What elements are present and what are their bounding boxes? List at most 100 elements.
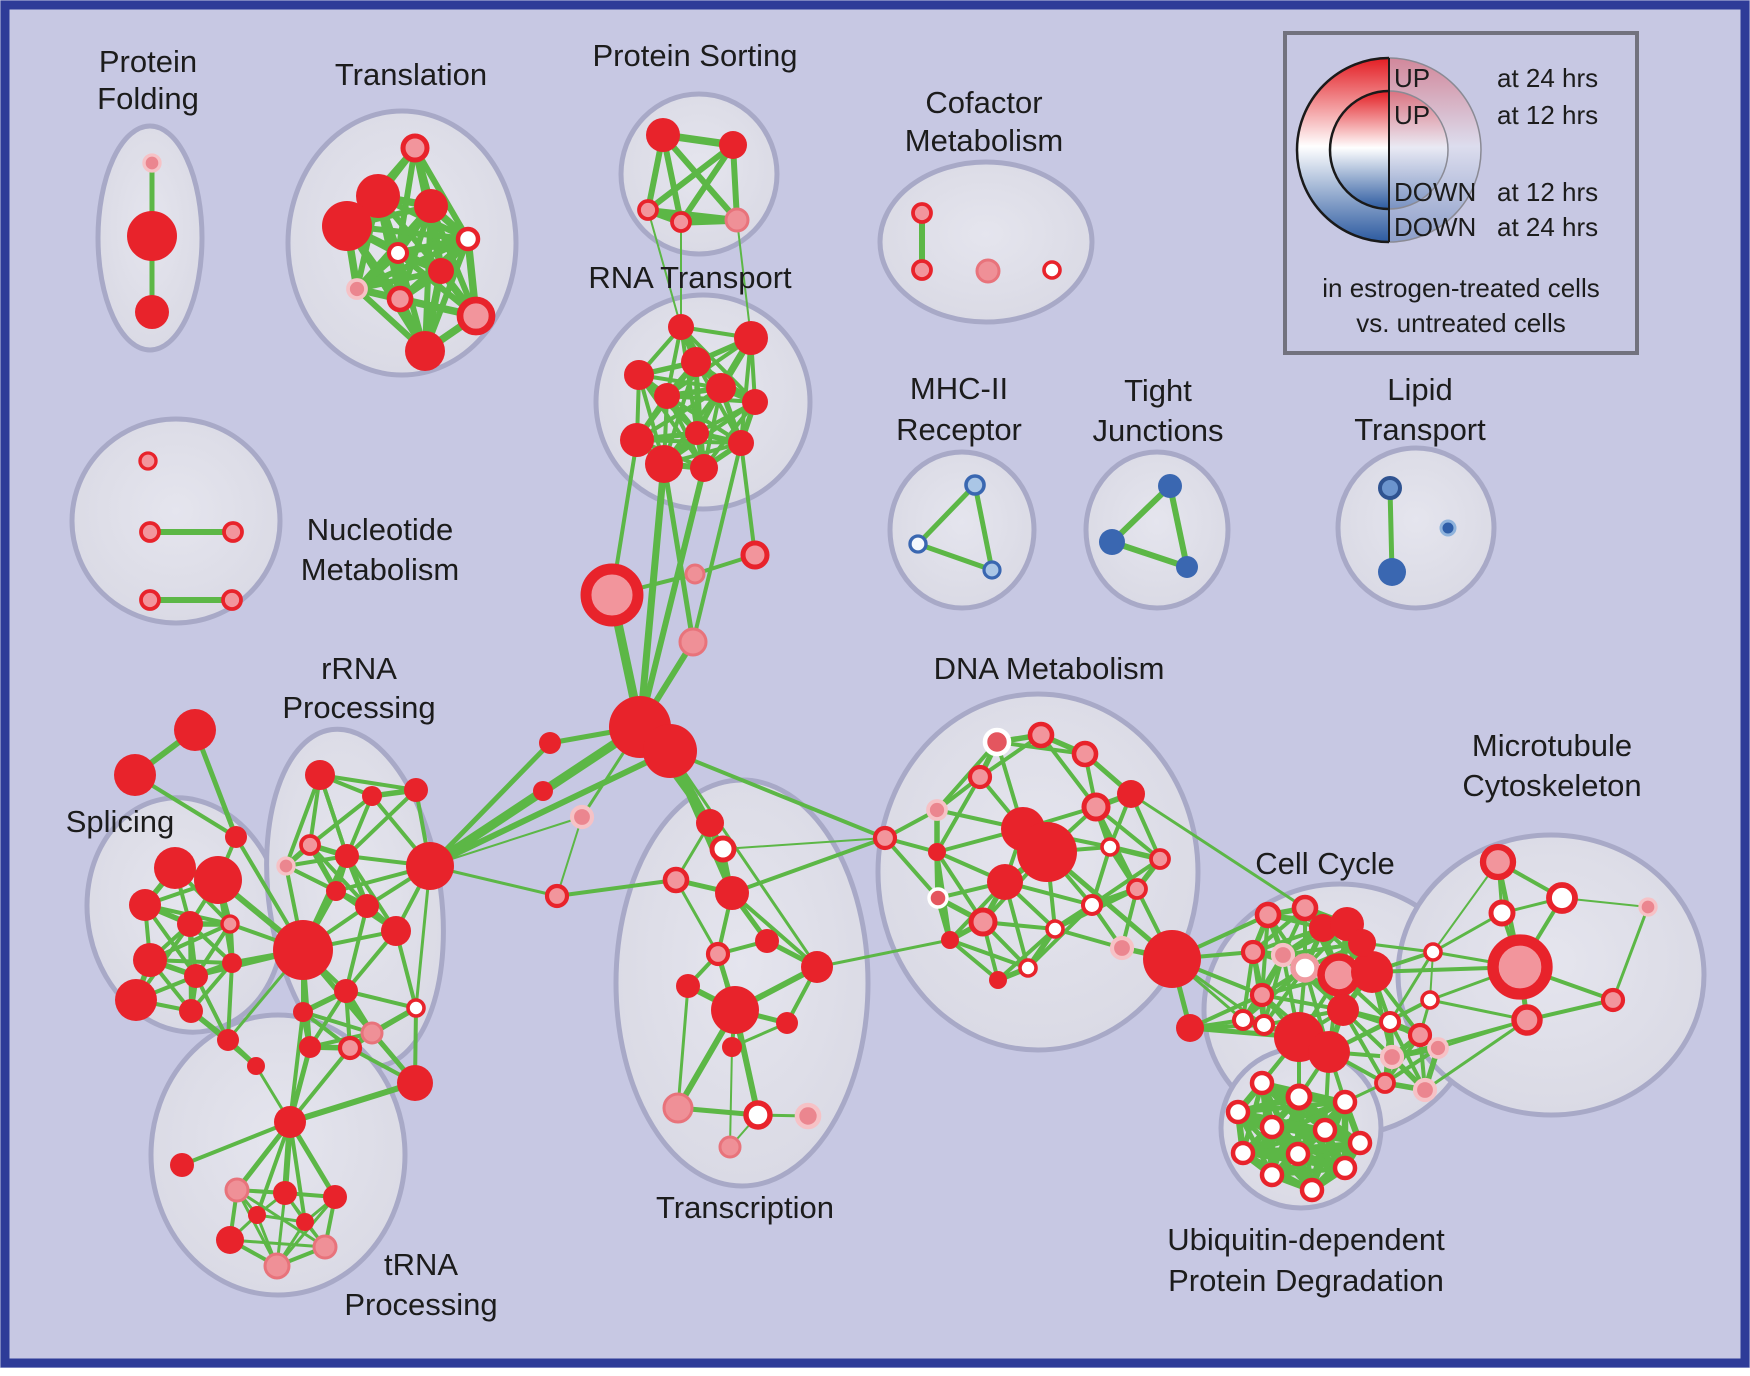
edge-rrna-processing [301, 1010, 374, 1035]
legend-outer-left-stroke [1295, 56, 1390, 244]
edge-intercluster [1423, 1018, 1529, 1092]
node-translation [400, 133, 430, 163]
edge-microtubule-cytoskeleton [1611, 905, 1650, 1002]
node-ubiquitin-degradation [1299, 1177, 1325, 1203]
node-translation [356, 174, 400, 218]
edge-protein-sorting [645, 142, 736, 213]
node-dna-metabolism [982, 727, 1012, 757]
edge-intercluster [736, 219, 752, 339]
edge-splicing [226, 961, 234, 1042]
node-cell-cycle [1270, 942, 1296, 968]
node-mhc-ii-receptor [982, 560, 1002, 580]
node-protein-folding [127, 211, 177, 261]
node-rna-transport [690, 454, 718, 482]
node-rna-transport [620, 423, 654, 457]
node-cell-cycle [1407, 1022, 1433, 1048]
node-nucleotide-metabolism [138, 451, 158, 471]
edge-lipid-transport [1387, 485, 1395, 575]
node-trna-processing [224, 1177, 250, 1203]
cluster-nucleotide-metabolism-label: Nucleotide [307, 512, 453, 547]
edge-rrna-processing [318, 773, 418, 792]
node-splicing [222, 953, 242, 973]
node-rna-transport [645, 445, 683, 483]
node-splicing [154, 847, 196, 889]
node-dna-metabolism [927, 887, 949, 909]
node-translation [414, 189, 448, 223]
node-trna-processing [216, 1226, 244, 1254]
node-splicing [115, 979, 157, 1021]
edge-rrna-processing [344, 904, 369, 993]
node-transcription [662, 1092, 694, 1124]
node-trna-processing [248, 1206, 266, 1224]
node-microtubule-cytoskeleton [1423, 942, 1443, 962]
edge-transcription [674, 878, 720, 956]
node-dna-metabolism [926, 799, 948, 821]
node-nucleotide-metabolism [222, 521, 244, 543]
node-rrna-processing [335, 844, 359, 868]
node-microtubule-cytoskeleton [1488, 899, 1516, 927]
node-ubiquitin-degradation [1259, 1162, 1285, 1188]
node-transcription [722, 1037, 742, 1057]
node-splicing [177, 911, 203, 937]
node-dna-metabolism [1109, 935, 1135, 961]
node-dna-metabolism [1045, 919, 1065, 939]
cluster-nucleotide-metabolism-ellipse [69, 416, 283, 626]
legend-footer-line-1: vs. untreated cells [1356, 308, 1566, 338]
edge-trna-processing [180, 1120, 292, 1167]
node-rrna-processing [299, 834, 321, 856]
node-protein-folding [142, 153, 162, 173]
node-dna-metabolism [1143, 930, 1201, 988]
node-dna-metabolism [928, 843, 946, 861]
cluster-ubiquitin-degradation-label: Protein Degradation [1168, 1263, 1444, 1298]
node-rna-transport [681, 347, 711, 377]
edge-connectors [556, 816, 583, 897]
node-rrna-processing [362, 786, 382, 806]
node-protein-sorting [646, 118, 680, 152]
node-cofactor-metabolism [911, 259, 933, 281]
node-ubiquitin-degradation [1312, 1117, 1338, 1143]
edge-rrna-processing [348, 1006, 418, 1050]
node-rrna-processing [276, 856, 296, 876]
cluster-cofactor-metabolism-label: Metabolism [905, 123, 1064, 158]
node-tight-junctions [1158, 474, 1182, 498]
node-trna-processing [273, 1181, 297, 1205]
node-microtubule-cytoskeleton [1600, 987, 1626, 1013]
cluster-translation-label: Translation [335, 57, 487, 92]
node-transcription [705, 941, 731, 967]
node-connectors [174, 709, 216, 751]
cluster-trna-processing-label: Processing [344, 1287, 497, 1322]
edge-intercluster [691, 441, 743, 644]
edge-intercluster [1129, 792, 1307, 910]
edge-ubiquitin-degradation [1240, 1127, 1328, 1156]
node-rna-transport [734, 321, 768, 355]
cluster-cofactor-metabolism-label: Cofactor [925, 85, 1042, 120]
node-connectors [114, 754, 156, 796]
node-dna-metabolism [1117, 780, 1145, 808]
edge-intercluster [555, 878, 678, 898]
node-ubiquitin-degradation [1259, 1114, 1285, 1140]
node-rna-transport [685, 421, 709, 445]
legend-layer: UP at 24 hrs UP at 12 hrs DOWN at 12 hrs DOWN a… [1283, 31, 1639, 355]
node-transcription [776, 1012, 798, 1034]
node-cell-cycle [1379, 1044, 1405, 1070]
node-trna-processing [312, 1234, 338, 1260]
node-translation [346, 278, 368, 300]
edge-intercluster [722, 837, 886, 850]
edge-intercluster [427, 740, 553, 869]
node-mhc-ii-receptor [908, 534, 928, 554]
cluster-dna-metabolism-label: DNA Metabolism [934, 651, 1165, 686]
edge-intercluster [661, 461, 696, 645]
cluster-mhc-ii-receptor-label: Receptor [896, 412, 1022, 447]
node-connectors [544, 883, 570, 909]
node-cell-cycle [1348, 929, 1376, 957]
node-translation [386, 285, 414, 313]
node-translation [455, 226, 481, 252]
node-cell-cycle [1308, 1031, 1350, 1073]
node-ubiquitin-degradation [1285, 1141, 1311, 1167]
edge-tight-junctions [1109, 539, 1190, 570]
cluster-rrna-processing-label: rRNA [321, 651, 397, 686]
node-rrna-processing [406, 998, 426, 1018]
node-lipid-transport [1378, 558, 1406, 586]
